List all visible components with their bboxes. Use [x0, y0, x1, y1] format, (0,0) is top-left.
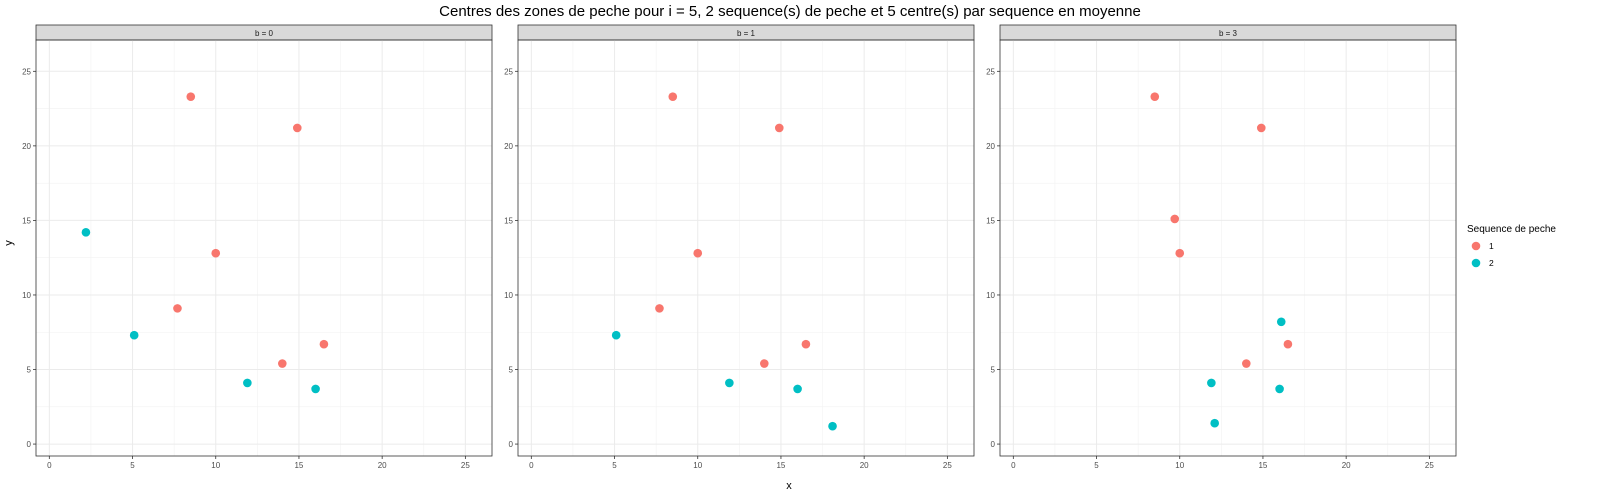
y-tick-label: 20: [22, 142, 31, 151]
y-axis-title: y: [3, 240, 15, 246]
data-point-series-1: [1175, 248, 1185, 258]
legend-title: Sequence de peche: [1467, 224, 1556, 235]
legend-key-2: [1471, 258, 1481, 268]
data-point-series-1: [655, 304, 664, 313]
y-tick-label: 5: [509, 366, 514, 375]
x-tick-label: 10: [693, 461, 702, 470]
panel-border: [517, 39, 975, 457]
data-point-series-1: [211, 248, 221, 258]
y-tick-label: 25: [986, 67, 995, 76]
x-tick-label: 10: [211, 461, 220, 470]
facet-panel: b = 3 0 5 10 15 20 25 0 5 10 15 20 25: [986, 24, 1457, 470]
data-point-series-2: [129, 330, 139, 340]
facet-panels: b = 0 0 5 10 15 20 25 0 5 10 15 20 25 b = 1 0 5 10 15 20 25…: [22, 24, 1457, 470]
data-point-series-2: [828, 421, 837, 431]
data-point-series-2: [1210, 418, 1219, 428]
x-tick-label: 10: [1175, 461, 1184, 470]
data-point-series-2: [1275, 384, 1284, 394]
x-tick-label: 25: [1425, 461, 1434, 470]
data-point-series-1: [173, 304, 182, 313]
data-point-series-2: [725, 378, 734, 388]
y-tick-label: 10: [986, 291, 995, 300]
data-point-series-2: [311, 384, 320, 394]
data-point-series-2: [243, 378, 252, 388]
data-point-series-1: [760, 359, 769, 368]
legend-label-1: 1: [1489, 241, 1494, 251]
data-point-series-1: [1150, 92, 1160, 101]
data-point-series-2: [81, 228, 91, 237]
data-point-series-2: [1276, 317, 1286, 327]
legend-key-1: [1471, 241, 1481, 251]
data-point-series-1: [292, 123, 302, 133]
facet-strip-label: b = 0: [255, 29, 274, 38]
x-tick-label: 0: [529, 461, 534, 470]
y-tick-label: 25: [504, 67, 513, 76]
data-point-series-2: [1207, 378, 1216, 388]
data-point-series-1: [1283, 339, 1293, 349]
x-tick-label: 5: [612, 461, 617, 470]
x-tick-label: 0: [47, 461, 52, 470]
legend-label-2: 2: [1489, 258, 1494, 268]
y-tick-label: 15: [986, 216, 995, 225]
y-tick-label: 0: [27, 440, 32, 449]
x-tick-label: 20: [1342, 461, 1351, 470]
y-tick-label: 10: [504, 291, 513, 300]
data-point-series-1: [186, 92, 196, 101]
data-point-series-2: [611, 330, 621, 340]
x-tick-label: 5: [130, 461, 135, 470]
data-point-series-1: [801, 339, 811, 349]
data-point-series-1: [668, 92, 678, 101]
data-point-series-1: [1170, 214, 1180, 224]
data-point-series-1: [1256, 123, 1266, 133]
x-tick-label: 0: [1011, 461, 1016, 470]
y-tick-label: 0: [991, 440, 996, 449]
x-tick-label: 25: [943, 461, 952, 470]
x-tick-label: 20: [378, 461, 387, 470]
data-point-series-2: [793, 384, 802, 394]
y-tick-label: 25: [22, 67, 31, 76]
x-tick-label: 20: [860, 461, 869, 470]
y-tick-label: 10: [22, 291, 31, 300]
facet-strip-label: b = 3: [1219, 29, 1238, 38]
data-point-series-1: [319, 339, 329, 349]
facet-panel: b = 1 0 5 10 15 20 25 0 5 10 15 20 25: [504, 24, 975, 470]
x-tick-label: 5: [1094, 461, 1099, 470]
data-point-series-1: [1242, 359, 1251, 368]
y-tick-label: 15: [504, 216, 513, 225]
y-tick-label: 20: [504, 142, 513, 151]
data-point-series-1: [774, 123, 784, 133]
data-point-series-1: [693, 248, 703, 258]
y-tick-label: 5: [991, 366, 996, 375]
y-tick-label: 5: [27, 366, 32, 375]
x-tick-label: 15: [294, 461, 303, 470]
y-tick-label: 15: [22, 216, 31, 225]
chart-title: Centres des zones de peche pour i = 5, 2…: [439, 3, 1141, 20]
x-tick-label: 15: [1258, 461, 1267, 470]
y-tick-label: 20: [986, 142, 995, 151]
x-tick-label: 25: [461, 461, 470, 470]
facet-strip-label: b = 1: [737, 29, 756, 38]
y-tick-label: 0: [509, 440, 514, 449]
x-tick-label: 15: [776, 461, 785, 470]
data-point-series-1: [278, 359, 287, 368]
x-axis-title: x: [786, 480, 792, 492]
facet-panel: b = 0 0 5 10 15 20 25 0 5 10 15 20 25: [22, 24, 493, 470]
panel-border: [35, 39, 493, 457]
panel-border: [999, 39, 1457, 457]
legend: Sequence de peche 1 2: [1467, 224, 1556, 268]
